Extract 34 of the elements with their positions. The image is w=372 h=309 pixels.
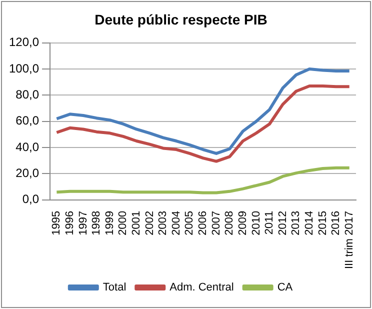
x-tick-label: 2001: [130, 210, 143, 236]
legend-label: Adm. Central: [170, 282, 234, 294]
x-tick-label: 2016: [330, 210, 342, 236]
x-tick-label: 2010: [250, 210, 262, 236]
x-tick-label: 2003: [157, 210, 170, 236]
y-tick-label: 0,0: [22, 192, 40, 206]
x-tick-label: 1999: [104, 210, 116, 236]
x-tick-label: 2013: [290, 210, 302, 236]
legend-label: Total: [102, 282, 126, 294]
x-tick-label: 2002: [144, 210, 156, 236]
x-tick-label: 2008: [224, 210, 236, 236]
x-tick-label: III trim 2017: [343, 210, 356, 269]
legend-label: CA: [277, 282, 294, 294]
x-tick-label: 2012: [276, 210, 289, 236]
y-tick-label: 20,0: [16, 166, 40, 180]
x-tick-label: 2011: [264, 210, 276, 235]
x-tick-label: 1998: [90, 210, 103, 236]
x-tick-label: 2006: [197, 210, 210, 236]
x-tick-label: 2015: [316, 210, 329, 236]
x-tick-label: 1997: [77, 210, 90, 236]
y-tick-label: 80,0: [16, 87, 40, 102]
x-tick-label: 1996: [64, 210, 76, 236]
x-tick-label: 2007: [210, 210, 222, 236]
x-tick-label: 2009: [236, 210, 249, 236]
y-tick-label: 120,0: [9, 35, 40, 50]
x-tick-label: 2004: [170, 210, 182, 236]
y-tick-label: 60,0: [16, 114, 40, 128]
x-tick-label: 2014: [303, 210, 316, 236]
x-tick-label: 2000: [117, 210, 130, 236]
chart-title: Deute públic respecte PIB: [94, 11, 268, 28]
x-tick-label: 1995: [50, 210, 63, 236]
y-tick-label: 100,0: [9, 61, 40, 76]
y-tick-label: 40,0: [16, 140, 40, 154]
x-tick-label: 2005: [184, 210, 196, 236]
